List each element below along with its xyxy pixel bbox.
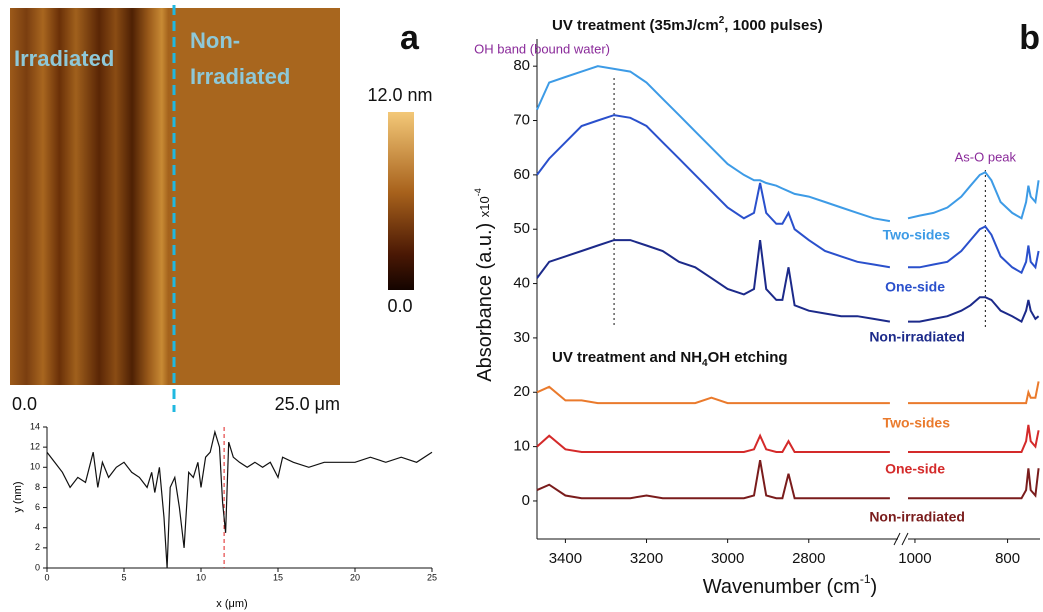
y-tick-label: 80 — [513, 57, 530, 74]
y-tick-label: 14 — [30, 421, 40, 431]
afm-label: Irradiated — [14, 46, 114, 71]
axis-break — [893, 532, 901, 546]
data-line — [536, 65, 1040, 223]
y-tick-label: 12 — [30, 442, 40, 452]
x-axis-label: Wavenumber (cm-1) — [703, 572, 877, 598]
data-line — [536, 424, 1040, 453]
x-tick-label: 10 — [196, 572, 206, 582]
x-tick-label: 15 — [273, 572, 283, 582]
y-axis-label: y (nm) — [12, 481, 24, 512]
x-tick-label: 5 — [121, 572, 126, 582]
x-tick-label: 3000 — [711, 550, 744, 567]
x-tick-label: 3400 — [549, 550, 582, 567]
y-tick-label: 50 — [513, 220, 530, 237]
y-tick-label: 4 — [35, 522, 40, 532]
series-label: Non-irradiated — [869, 509, 965, 525]
data-line — [536, 114, 1040, 275]
series-label: Two-sides — [883, 227, 951, 243]
y-axis-label: Absorbance (a.u.) x10-4 — [473, 188, 496, 382]
series-label: One-side — [885, 279, 945, 295]
afm-axis-label: 25.0 μm — [275, 394, 340, 414]
colorbar — [388, 112, 414, 290]
series-label: Two-sides — [883, 415, 951, 431]
data-line — [536, 381, 1040, 405]
y-tick-label: 70 — [513, 111, 530, 128]
x-tick-label: 800 — [995, 550, 1020, 567]
section-heading: UV treatment (35mJ/cm2, 1000 pulses) — [552, 15, 823, 34]
x-tick-label: 25 — [427, 572, 437, 582]
annotation: As-O peak — [955, 149, 1017, 164]
section-heading: UV treatment and NH4OH etching — [552, 349, 788, 369]
y-tick-label: 6 — [35, 502, 40, 512]
afm-label: Irradiated — [190, 64, 290, 89]
y-tick-label: 10 — [30, 462, 40, 472]
x-tick-label: 0 — [44, 572, 49, 582]
y-tick-label: 8 — [35, 482, 40, 492]
y-tick-label: 40 — [513, 275, 530, 292]
y-tick-label: 0 — [522, 492, 530, 509]
panel-label: b — [1019, 19, 1040, 57]
data-line — [536, 239, 1040, 324]
colorbar-label: 12.0 nm — [367, 85, 432, 105]
annotation: OH band (bound water) — [474, 41, 610, 56]
y-tick-label: 60 — [513, 166, 530, 183]
y-tick-label: 2 — [35, 542, 40, 552]
afm-axis-label: 0.0 — [12, 394, 37, 414]
y-tick-label: 0 — [35, 562, 40, 572]
panel-label: a — [400, 19, 420, 57]
series-label: One-side — [885, 461, 945, 477]
x-tick-label: 1000 — [898, 550, 931, 567]
afm-label: Non- — [190, 28, 240, 53]
x-tick-label: 20 — [350, 572, 360, 582]
y-tick-label: 10 — [513, 438, 530, 455]
x-tick-label: 3200 — [630, 550, 663, 567]
x-axis-label: x (μm) — [216, 598, 247, 610]
data-line — [536, 460, 1040, 500]
y-tick-label: 20 — [513, 383, 530, 400]
y-tick-label: 30 — [513, 329, 530, 346]
data-line — [46, 429, 433, 569]
x-tick-label: 2800 — [792, 550, 825, 567]
axis-break — [901, 532, 909, 546]
colorbar-label: 0.0 — [387, 296, 412, 316]
series-label: Non-irradiated — [869, 329, 965, 345]
